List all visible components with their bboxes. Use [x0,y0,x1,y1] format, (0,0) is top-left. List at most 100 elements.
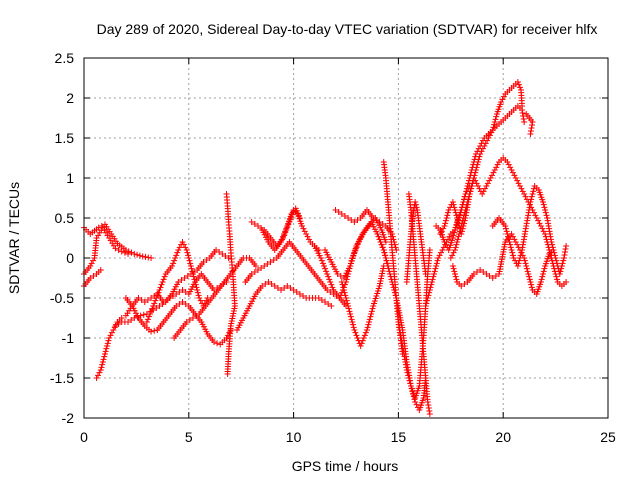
data-point-marker [349,319,356,325]
data-point-marker [219,251,226,257]
data-point-marker [319,260,326,267]
data-point-marker [340,287,347,293]
data-point-marker [385,265,392,272]
data-point-marker [118,248,125,255]
y-tick-label: 0 [66,250,74,266]
data-point-marker [435,255,442,261]
x-tick-label: 5 [185,429,193,445]
data-point-marker [170,260,177,267]
data-point-marker [463,188,470,195]
data-point-marker [440,225,447,232]
data-point-marker [383,257,390,264]
data-point-marker [412,201,419,208]
data-point-marker [477,267,484,273]
data-point-marker [460,223,467,229]
data-point-marker [429,276,436,283]
data-point-marker [323,268,330,275]
data-point-marker [521,257,528,264]
data-point-marker [265,279,272,285]
data-point-marker [515,81,522,88]
data-point-marker [475,183,482,189]
data-point-marker [392,292,399,299]
data-point-marker [489,275,496,281]
data-point-marker [553,273,560,280]
data-point-marker [475,159,482,165]
data-point-marker [226,329,233,336]
data-point-marker [413,401,420,408]
data-point-marker [279,236,286,243]
data-point-marker [425,405,432,411]
data-point-marker [144,297,151,303]
data-point-marker [139,253,146,260]
data-point-marker [179,299,186,305]
data-point-marker [96,369,103,376]
data-point-marker [347,311,354,317]
data-point-marker [182,244,189,251]
data-point-marker [481,143,488,149]
data-point-marker [359,337,366,344]
axis-ticks [83,57,609,419]
y-tick-label: 0.5 [55,210,75,226]
data-point-marker [461,196,468,203]
data-point-marker [281,285,288,291]
data-point-marker [183,247,190,253]
data-point-marker [326,276,333,283]
data-point-marker [491,167,498,173]
data-point-marker [179,239,186,245]
data-point-marker [184,273,191,279]
data-point-marker [553,260,560,267]
data-point-marker [254,267,261,273]
y-tick-label: 1.5 [55,130,75,146]
data-point-marker [351,327,358,333]
data-point-marker [363,327,370,333]
data-point-marker [156,303,163,309]
data-point-marker [507,244,514,251]
data-point-marker [475,156,482,163]
data-point-marker [447,255,454,261]
data-point-marker [511,236,518,243]
data-point-marker [462,191,469,197]
data-point-marker [494,161,501,168]
data-point-marker [90,257,97,264]
data-point-marker [540,199,547,205]
data-point-marker [138,297,145,303]
data-point-marker [476,185,483,192]
data-point-marker [380,247,387,253]
data-point-marker [449,199,456,205]
data-point-marker [424,297,431,304]
data-point-marker [502,225,509,232]
data-point-marker [517,252,524,259]
data-point-marker [101,353,108,360]
data-point-marker [441,239,448,245]
data-point-marker [184,249,191,256]
data-point-marker [528,284,535,291]
data-point-marker [148,295,155,301]
data-point-marker [450,201,457,208]
data-point-marker [173,252,180,259]
data-point-marker [445,209,452,216]
data-point-marker [460,199,467,205]
data-point-marker [148,308,155,315]
data-point-marker [152,297,159,304]
data-point-marker [389,281,396,288]
data-point-marker [322,265,329,272]
data-point-marker [459,225,466,232]
data-point-marker [375,233,382,240]
data-point-marker [434,257,441,264]
data-point-marker [142,253,149,260]
data-point-marker [405,375,412,381]
data-point-marker [150,303,157,309]
data-point-marker [108,329,115,336]
data-point-marker [563,243,570,249]
data-point-marker [317,255,324,261]
data-point-marker [176,289,183,295]
data-point-marker [296,215,303,221]
data-point-marker [451,229,458,236]
data-point-marker [382,255,389,261]
data-point-marker [303,231,310,237]
data-points [81,79,570,417]
data-point-marker [539,225,546,232]
data-point-marker [492,273,499,279]
data-point-marker [338,279,345,285]
x-tick-labels: 0 5 10 15 20 25 [80,429,616,445]
